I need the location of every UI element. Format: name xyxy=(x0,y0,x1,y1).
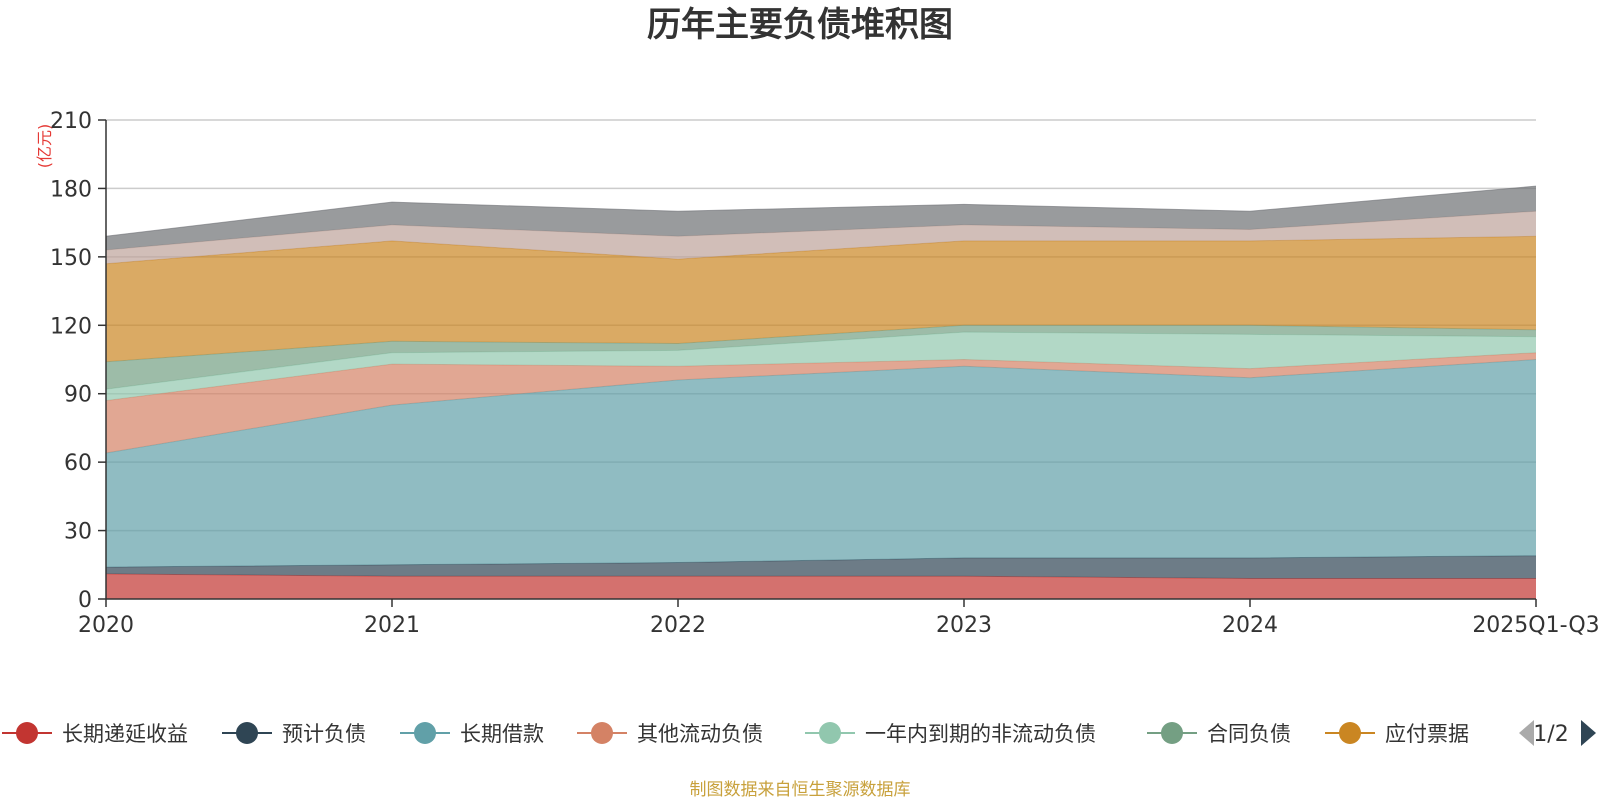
area-series-5 xyxy=(106,325,1536,390)
legend-next-icon[interactable] xyxy=(1581,720,1596,746)
x-tick-label: 2023 xyxy=(936,613,992,638)
y-tick-label: 210 xyxy=(50,109,92,134)
area-series-2 xyxy=(106,359,1536,568)
legend-label: 应付票据 xyxy=(1385,722,1469,746)
legend-item[interactable]: 长期借款 xyxy=(400,722,544,746)
legend-marker-dot xyxy=(1339,722,1361,744)
legend-item[interactable]: 一年内到期的非流动负债 xyxy=(805,722,1096,746)
legend-label: 长期借款 xyxy=(460,722,544,746)
legend-item[interactable]: 长期递延收益 xyxy=(2,722,188,746)
legend-prev-icon[interactable] xyxy=(1519,720,1534,746)
area-series-8 xyxy=(106,186,1536,250)
area-series-1 xyxy=(106,555,1536,579)
area-series-line-8 xyxy=(105,185,1537,237)
legend-marker-dot xyxy=(819,722,841,744)
x-tick-label: 2024 xyxy=(1222,613,1278,638)
legend-item[interactable]: 其他流动负债 xyxy=(577,722,763,746)
legend-page-indicator: 1/2 xyxy=(1533,722,1568,747)
legend-item[interactable]: 合同负债 xyxy=(1147,722,1291,746)
legend-label: 其他流动负债 xyxy=(637,722,763,746)
legend-label: 预计负债 xyxy=(282,722,366,746)
legend-marker-dot xyxy=(1161,722,1183,744)
legend-label: 合同负债 xyxy=(1207,722,1291,746)
y-tick-label: 120 xyxy=(50,314,92,339)
area-series-3 xyxy=(106,352,1536,453)
y-tick-label: 150 xyxy=(50,246,92,271)
y-tick-label: 0 xyxy=(78,588,92,613)
legend-item[interactable]: 应付票据 xyxy=(1325,722,1469,746)
area-series-7 xyxy=(106,211,1536,264)
y-axis-unit-label: (亿元) xyxy=(35,124,54,169)
data-source-note: 制图数据来自恒生聚源数据库 xyxy=(690,780,911,800)
y-tick-label: 60 xyxy=(64,451,92,476)
y-tick-label: 180 xyxy=(50,177,92,202)
x-tick-label: 2025Q1-Q3 xyxy=(1472,613,1599,638)
legend-label: 一年内到期的非流动负债 xyxy=(865,722,1096,746)
legend-marker-dot xyxy=(591,722,613,744)
y-tick-label: 30 xyxy=(64,520,92,545)
x-tick-label: 2022 xyxy=(650,613,706,638)
chart-title: 历年主要负债堆积图 xyxy=(647,5,953,45)
legend-marker-dot xyxy=(414,722,436,744)
legend-item[interactable]: 预计负债 xyxy=(222,722,366,746)
legend-label: 长期递延收益 xyxy=(62,722,188,746)
y-tick-label: 90 xyxy=(64,383,92,408)
area-series-0 xyxy=(106,573,1536,599)
legend-marker-dot xyxy=(16,722,38,744)
axes: 0 30 60 90 120 150 180 210 2020 2021 2022 2023 2024 2… xyxy=(50,109,1600,638)
legend-marker-dot xyxy=(236,722,258,744)
x-tick-label: 2020 xyxy=(78,613,134,638)
x-tick-label: 2021 xyxy=(364,613,420,638)
area-series-6 xyxy=(106,236,1536,362)
area-series-4 xyxy=(106,332,1536,401)
legend[interactable]: 长期递延收益 预计负债 长期借款 其他流动负债 一年内到期的非流动负债 合同负债 应付票据 1… xyxy=(2,720,1596,747)
stacked-areas xyxy=(105,185,1537,599)
